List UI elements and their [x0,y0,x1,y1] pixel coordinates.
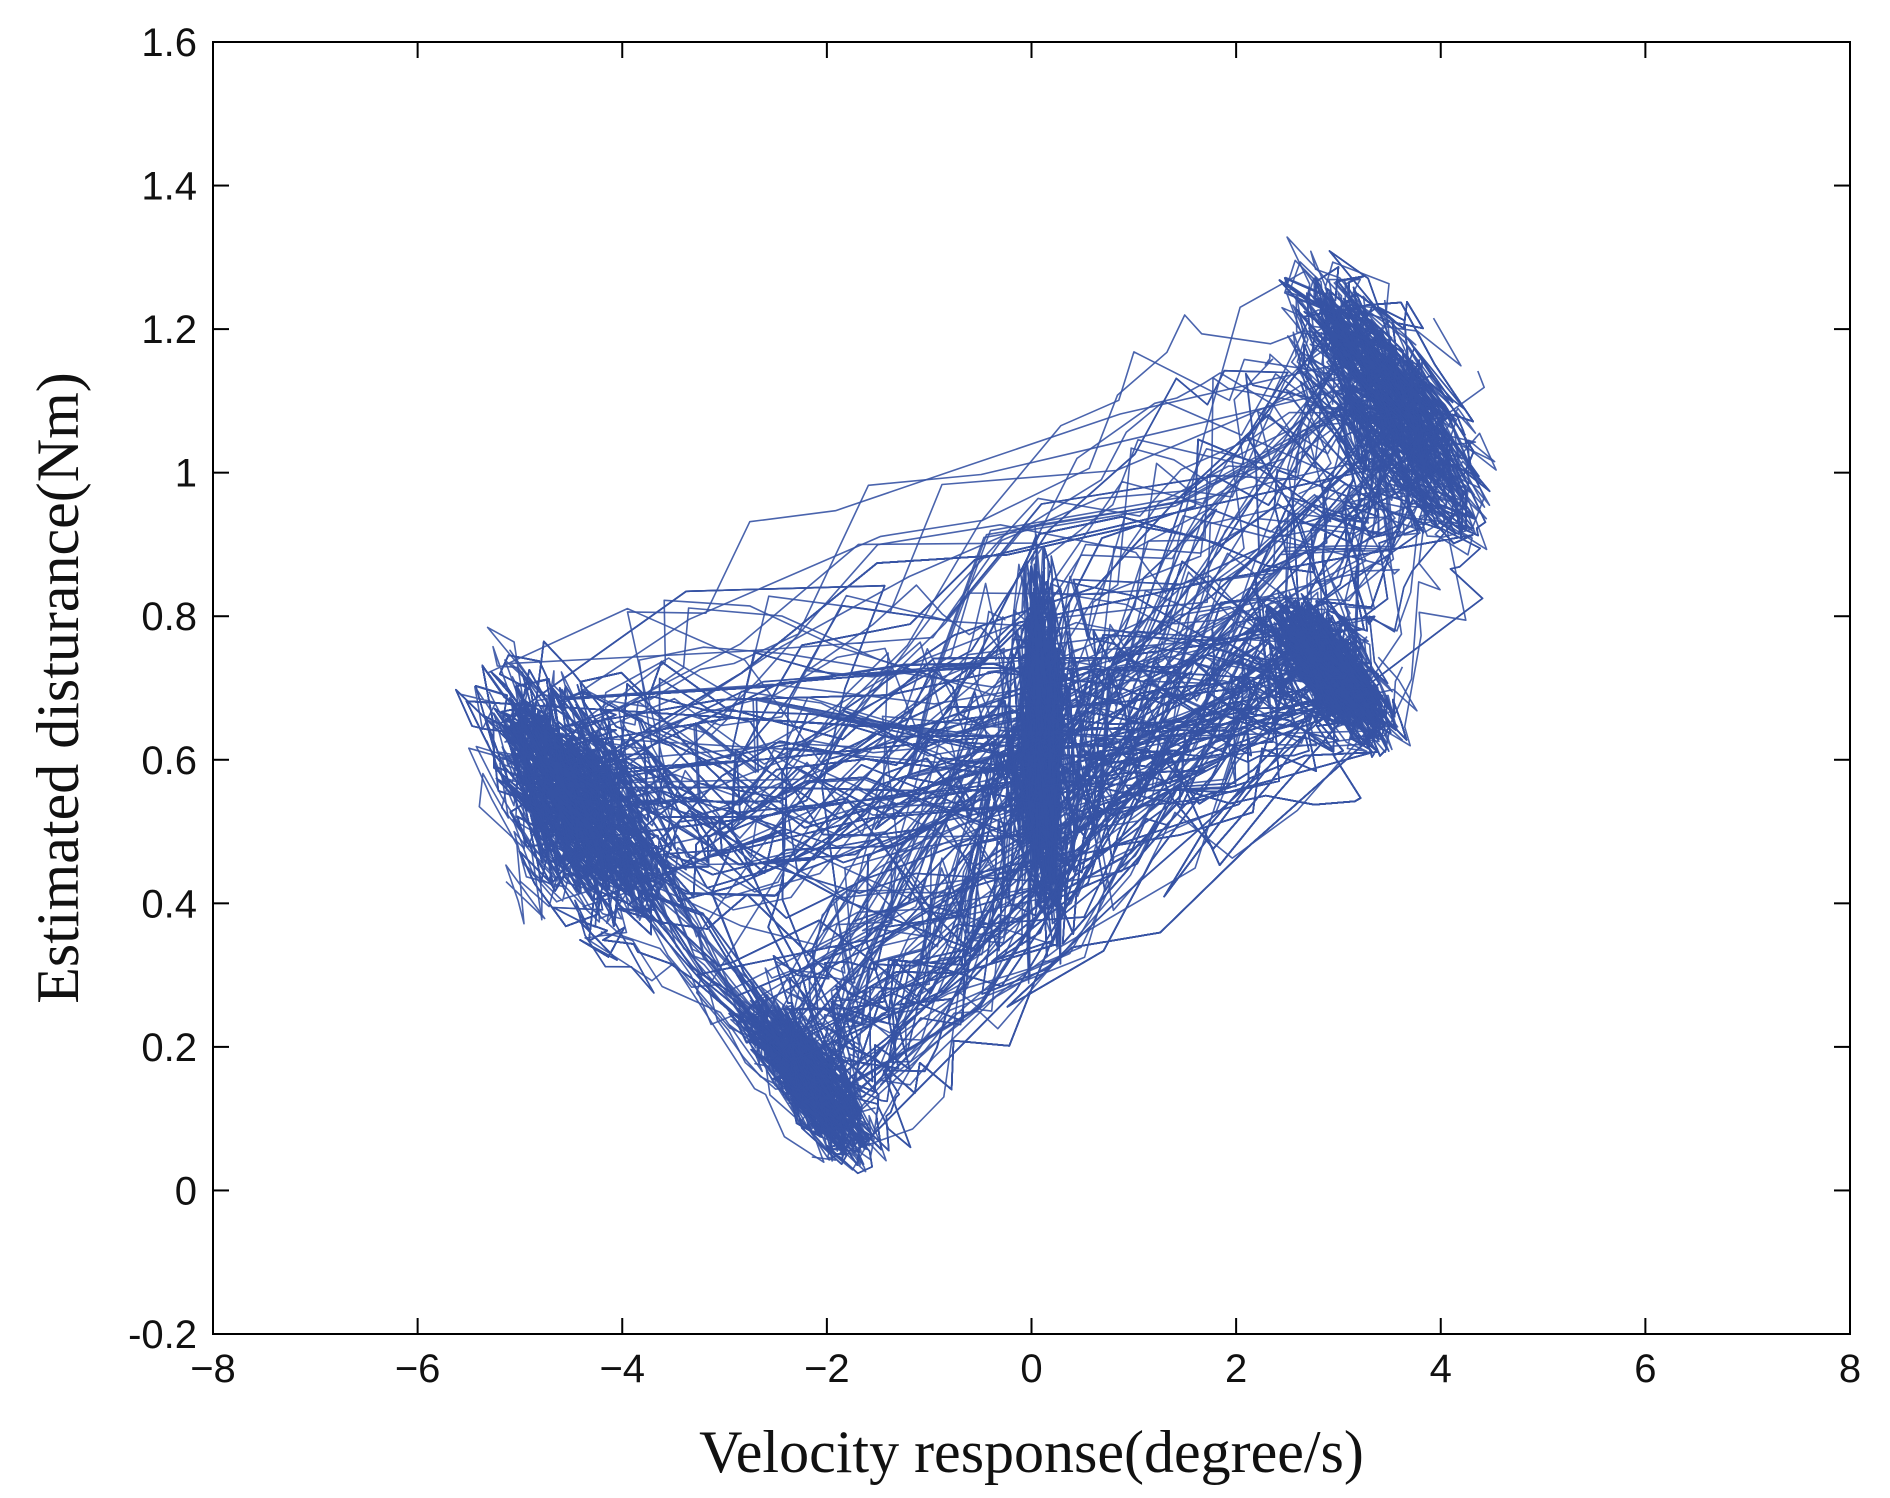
x-tick-label: 8 [1839,1347,1861,1391]
y-tick-label: 1.4 [141,165,197,209]
y-tick-label: -0.2 [128,1313,197,1357]
x-tick-label: 0 [1020,1347,1042,1391]
y-tick-label: 0.6 [141,739,197,783]
axis-layer: −8 −6 −4 −2 0 2 4 6 8 -0.2 0 0.2 0.4 0.6 0.8 1 1.2 1.4 1.6 [128,21,1861,1391]
y-tick-label: 1.6 [141,21,197,65]
y-tick-label: 0.4 [141,882,197,926]
y-tick-label: 1.2 [141,308,197,352]
data-trace [514,250,1487,1061]
data-layer [455,236,1497,1175]
x-tick-label: 4 [1430,1347,1452,1391]
x-tick-label: −2 [804,1347,850,1391]
x-tick-label: −6 [395,1347,441,1391]
x-axis-title: Velocity response(degree/s) [699,1419,1364,1485]
y-tick-label: 0.2 [141,1026,197,1070]
y-tick-label: 1 [175,452,197,496]
x-tick-label: 2 [1225,1347,1247,1391]
y-tick-label: 0.8 [141,595,197,639]
y-tick-label: 0 [175,1169,197,1213]
data-trace [478,547,1397,1166]
y-axis-title: Estimated disturance(Nm) [25,372,91,1003]
x-tick-label: 6 [1634,1347,1656,1391]
x-tick-label: −8 [190,1347,236,1391]
x-tick-label: −4 [599,1347,645,1391]
